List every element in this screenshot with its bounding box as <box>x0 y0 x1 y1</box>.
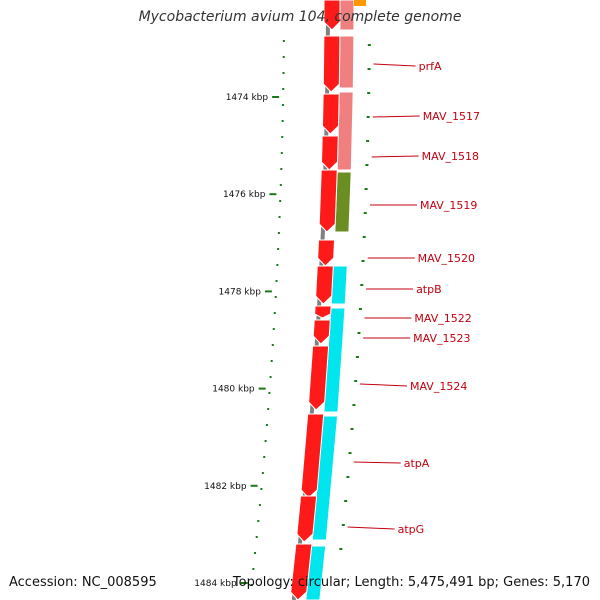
ruler-dot <box>280 152 283 154</box>
cds-arrow <box>322 35 341 93</box>
gene-connector <box>372 115 420 118</box>
gene-label[interactable]: MAV_1519 <box>420 199 477 212</box>
ruler-dot <box>277 248 280 250</box>
cog-track <box>305 0 366 600</box>
ruler-dot <box>261 472 264 474</box>
ruler-dot <box>264 440 267 442</box>
gene-label[interactable]: atpA <box>404 457 430 470</box>
ruler-dot <box>278 216 281 218</box>
kbp-label: 1482 kbp <box>204 482 247 492</box>
cog-block <box>353 0 366 6</box>
gene-label[interactable]: MAV_1524 <box>410 380 467 393</box>
gene-connector <box>373 63 416 67</box>
ruler-dot <box>257 520 260 522</box>
ruler-dot <box>263 456 266 458</box>
cds-arrow <box>318 169 338 233</box>
ruler-dot <box>258 504 261 506</box>
gene-labels: prfA MAV_1517 MAV_1518 MAV_1519 MAV_1520 atpB… <box>347 60 480 536</box>
ruler-dot <box>260 488 263 490</box>
ruler-dot <box>281 104 284 106</box>
gene-label[interactable]: atpG <box>398 523 425 536</box>
ruler-dot <box>282 40 285 42</box>
cds-arrow <box>308 345 330 411</box>
gene-label[interactable]: MAV_1523 <box>413 332 470 345</box>
ruler-dot <box>252 568 255 570</box>
gene-label[interactable]: atpB <box>416 283 442 296</box>
cds-arrow <box>323 0 341 31</box>
ruler-dot <box>277 232 280 234</box>
gene-label[interactable]: MAV_1517 <box>423 110 480 123</box>
ruler-dot <box>270 360 273 362</box>
ruler-dot <box>269 376 272 378</box>
gene-connector <box>347 526 395 530</box>
ruler-dot <box>281 136 284 138</box>
ruler-dot <box>280 168 283 170</box>
cog-block <box>338 35 355 89</box>
cds-arrow <box>321 135 339 171</box>
tick-marks <box>339 44 371 550</box>
gene-label[interactable]: MAV_1518 <box>422 150 479 163</box>
ruler-dot <box>250 584 253 586</box>
ruler-dot <box>273 312 276 314</box>
cds-arrow <box>300 413 325 499</box>
gene-label[interactable]: MAV_1522 <box>414 312 471 325</box>
ruler-dot <box>282 88 285 90</box>
gene-connector <box>359 383 408 387</box>
ruler-dot <box>274 296 277 298</box>
cog-block <box>330 265 348 305</box>
cds-track <box>290 0 341 600</box>
ruler-dot <box>265 424 268 426</box>
cog-block <box>336 91 354 171</box>
cds-arrow <box>321 93 340 135</box>
ruler-dot <box>271 344 274 346</box>
ruler-dot <box>279 200 282 202</box>
ruler-dot <box>272 328 275 330</box>
gene-connector <box>371 155 419 158</box>
ruler-dot <box>255 536 258 538</box>
gene-label[interactable]: prfA <box>419 60 442 73</box>
ruler-dot <box>268 392 271 394</box>
cds-arrow <box>296 495 318 543</box>
kbp-label: 1484 kbp <box>194 579 237 589</box>
ruler-dot <box>254 552 257 554</box>
ruler-dot <box>279 184 282 186</box>
kbp-label: 1478 kbp <box>219 287 262 297</box>
ruler-dot <box>276 264 279 266</box>
kbp-label: 1476 kbp <box>223 190 266 200</box>
cds-arrow <box>315 265 334 305</box>
cds-arrow <box>290 543 313 600</box>
accession-text: Accession: NC_008595 <box>9 575 157 590</box>
ruler-dot <box>275 280 278 282</box>
kbp-label: 1474 kbp <box>226 93 269 103</box>
ruler-dot <box>267 408 270 410</box>
map-title: Mycobacterium avium 104, complete genome <box>138 9 462 25</box>
ruler-dot <box>281 120 284 122</box>
position-dots <box>250 40 285 586</box>
cds-arrow <box>312 319 331 345</box>
genome-summary-text: Topology: circular; Length: 5,475,491 bp… <box>232 575 590 590</box>
gene-connector <box>353 461 401 464</box>
ruler-dot <box>282 72 285 74</box>
kbp-label: 1480 kbp <box>212 385 255 395</box>
cds-arrow <box>317 239 336 267</box>
gene-label[interactable]: MAV_1520 <box>418 252 475 265</box>
cds-arrow <box>314 305 332 319</box>
kbp-scale: 1474 kbp 1476 kbp 1478 kbp 1480 kbp 1482 kbp… <box>194 93 280 589</box>
ruler-dot <box>282 56 285 58</box>
